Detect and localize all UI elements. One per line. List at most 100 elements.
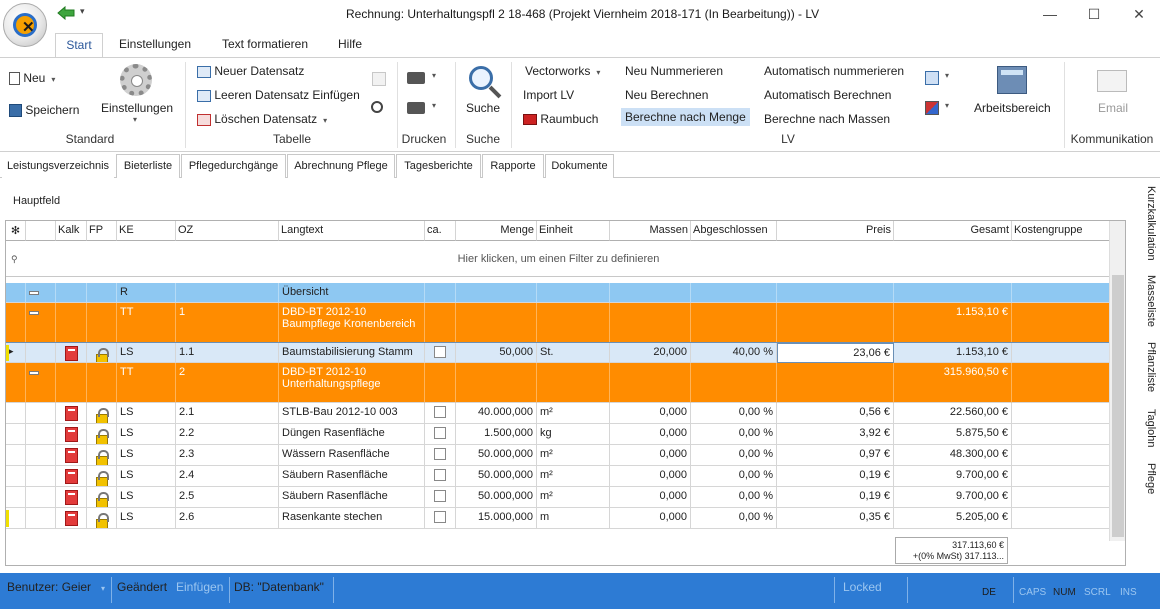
close-button[interactable]: ✕ bbox=[1133, 6, 1145, 22]
cell-kalk[interactable] bbox=[56, 445, 87, 466]
cell-massen[interactable]: 0,000 bbox=[610, 445, 691, 466]
cell-fp[interactable] bbox=[87, 445, 117, 466]
cell-text[interactable]: DBD-BT 2012-10 Unterhaltungspflege bbox=[279, 363, 425, 403]
cell-ke[interactable]: LS bbox=[117, 343, 176, 363]
cell-kg[interactable] bbox=[1012, 508, 1111, 529]
cell-menge[interactable]: 50.000,000 bbox=[456, 466, 537, 487]
cell-abg[interactable]: 0,00 % bbox=[691, 466, 777, 487]
auto-calc-button[interactable]: Automatisch Berechnen bbox=[764, 88, 892, 102]
renumber-button[interactable]: Neu Nummerieren bbox=[625, 64, 724, 78]
cell-einheit[interactable]: m² bbox=[537, 487, 610, 508]
calculation-icon[interactable] bbox=[64, 490, 78, 505]
cell-gesamt[interactable]: 5.205,00 € bbox=[894, 508, 1012, 529]
cell-preis[interactable]: 0,56 € bbox=[777, 403, 894, 424]
side-tab-pflanzliste[interactable]: Pflanzliste bbox=[1145, 342, 1157, 393]
cell-oz[interactable]: 2.1 bbox=[176, 403, 279, 424]
group-row[interactable]: TT 1 DBD-BT 2012-10 Baumpflege Kronenberei… bbox=[6, 303, 1111, 343]
table-row[interactable]: ▸ LS 1.1 Baumstabilisierung Stamm 50,000 St. 2… bbox=[6, 342, 1112, 364]
table-row[interactable]: LS 2.4 Säubern Rasenfläche 50.000,000 m² 0,00… bbox=[6, 466, 1111, 487]
col-header-ca[interactable]: ca. bbox=[425, 221, 456, 241]
cell-preis[interactable] bbox=[777, 283, 894, 303]
col-header-menge[interactable]: Menge bbox=[456, 221, 537, 241]
cell-massen[interactable]: 20,000 bbox=[610, 343, 691, 363]
col-header-kostengruppe[interactable]: Kostengruppe bbox=[1012, 221, 1111, 241]
workspace-button[interactable]: Arbeitsbereich bbox=[974, 101, 1051, 115]
cell-abg[interactable]: 0,00 % bbox=[691, 508, 777, 529]
side-tab-taglohn[interactable]: Taglohn bbox=[1145, 409, 1157, 448]
col-header-langtext[interactable]: Langtext bbox=[279, 221, 425, 241]
cell-ca[interactable] bbox=[425, 343, 456, 363]
cell-kg[interactable] bbox=[1012, 487, 1111, 508]
col-header-einheit[interactable]: Einheit bbox=[537, 221, 610, 241]
print-preview-icon[interactable] bbox=[407, 102, 425, 114]
cell-gesamt[interactable]: 1.153,10 € bbox=[894, 343, 1012, 363]
unlocked-padlock-icon[interactable] bbox=[95, 348, 109, 362]
cell-massen[interactable] bbox=[610, 363, 691, 403]
search-button[interactable]: Suche bbox=[466, 101, 501, 115]
cell-einheit[interactable]: m² bbox=[537, 403, 610, 424]
cell-kg[interactable] bbox=[1012, 343, 1111, 363]
layout-icon[interactable] bbox=[925, 71, 939, 85]
cell-oz[interactable]: 2.2 bbox=[176, 424, 279, 445]
col-header-oz[interactable]: OZ bbox=[176, 221, 279, 241]
col-header-gesamt[interactable]: Gesamt bbox=[894, 221, 1012, 241]
cell-preis[interactable]: 0,19 € bbox=[777, 466, 894, 487]
cell-abg[interactable]: 0,00 % bbox=[691, 424, 777, 445]
cell-ca[interactable] bbox=[425, 466, 456, 487]
app-logo[interactable]: ✕ bbox=[3, 3, 47, 47]
save-button[interactable]: Speichern bbox=[9, 103, 79, 118]
unlocked-padlock-icon[interactable] bbox=[95, 429, 109, 444]
cell-text[interactable]: Säubern Rasenfläche bbox=[279, 487, 425, 508]
cell-kg[interactable] bbox=[1012, 303, 1111, 343]
cell-einheit[interactable]: kg bbox=[537, 424, 610, 445]
cell-oz[interactable]: 2.3 bbox=[176, 445, 279, 466]
cell-oz[interactable] bbox=[176, 283, 279, 303]
cell-preis[interactable]: 23,06 € bbox=[777, 343, 894, 363]
cell-ca[interactable] bbox=[425, 508, 456, 529]
cell-kalk[interactable] bbox=[56, 466, 87, 487]
cell-text[interactable]: Düngen Rasenfläche bbox=[279, 424, 425, 445]
calculation-icon[interactable] bbox=[64, 406, 78, 421]
import-lv-button[interactable]: Import LV bbox=[523, 88, 575, 102]
cell-menge[interactable] bbox=[456, 303, 537, 343]
cell-kalk[interactable] bbox=[56, 283, 87, 303]
cell-oz[interactable]: 2 bbox=[176, 363, 279, 403]
cell-fp[interactable] bbox=[87, 283, 117, 303]
cell-abg[interactable] bbox=[691, 363, 777, 403]
cell-ke[interactable]: R bbox=[117, 283, 176, 303]
cell-text[interactable]: Übersicht bbox=[279, 283, 425, 303]
settings-button[interactable]: Einstellungen bbox=[101, 101, 174, 115]
status-user[interactable]: Benutzer: Geier ▾ bbox=[7, 580, 106, 594]
settings-dropdown-icon[interactable]: ▾ bbox=[133, 115, 138, 124]
cell-abg[interactable]: 0,00 % bbox=[691, 403, 777, 424]
cell-gesamt[interactable] bbox=[894, 283, 1012, 303]
approx-checkbox[interactable] bbox=[434, 490, 446, 503]
calculation-icon[interactable] bbox=[64, 511, 78, 526]
cell-gesamt[interactable]: 1.153,10 € bbox=[894, 303, 1012, 343]
cell-ca[interactable] bbox=[425, 445, 456, 466]
group-row[interactable]: R Übersicht bbox=[6, 283, 1111, 303]
recalculate-button[interactable]: Neu Berechnen bbox=[625, 88, 709, 102]
cell-ca[interactable] bbox=[425, 363, 456, 403]
cell-oz[interactable]: 2.6 bbox=[176, 508, 279, 529]
approx-checkbox[interactable] bbox=[434, 511, 446, 524]
col-header-ke[interactable]: KE bbox=[117, 221, 176, 241]
cell-text[interactable]: Baumstabilisierung Stamm bbox=[279, 343, 425, 363]
tab-leistungsverzeichnis[interactable]: Leistungsverzeichnis bbox=[2, 154, 114, 179]
cell-ke[interactable]: TT bbox=[117, 363, 176, 403]
unlocked-padlock-icon[interactable] bbox=[95, 471, 109, 486]
cell-ke[interactable]: LS bbox=[117, 487, 176, 508]
cell-ke[interactable]: LS bbox=[117, 508, 176, 529]
insert-empty-record-button[interactable]: Leeren Datensatz Einfügen bbox=[197, 88, 360, 102]
side-tab-pflege[interactable]: Pflege bbox=[1145, 463, 1157, 495]
cell-preis[interactable]: 0,19 € bbox=[777, 487, 894, 508]
vectorworks-button[interactable]: Vectorworks ▾ bbox=[525, 64, 601, 78]
calculation-icon[interactable] bbox=[64, 448, 78, 463]
tab-pflegedurchgaenge[interactable]: Pflegedurchgänge bbox=[181, 154, 286, 178]
cell-fp[interactable] bbox=[87, 343, 117, 363]
cell-kalk[interactable] bbox=[56, 363, 87, 403]
printer-icon[interactable] bbox=[407, 72, 425, 84]
cell-text[interactable]: Rasenkante stechen bbox=[279, 508, 425, 529]
ribbon-tab-einstellungen[interactable]: Einstellungen bbox=[118, 37, 192, 51]
cell-gesamt[interactable]: 48.300,00 € bbox=[894, 445, 1012, 466]
